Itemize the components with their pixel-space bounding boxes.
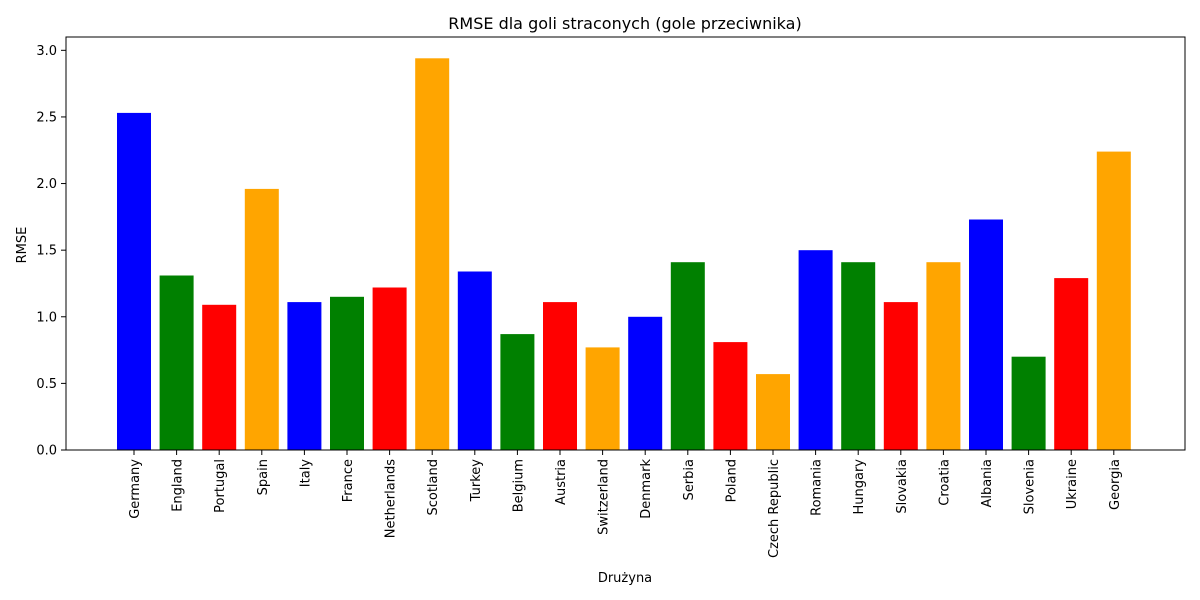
bar-turkey [457,271,492,450]
y-tick-label: 2.5 [36,110,57,125]
bar-belgium [500,334,535,450]
chart-title: RMSE dla goli straconych (gole przeciwni… [448,14,801,33]
x-tick-label: Portugal [213,459,228,513]
bar-spain [244,188,279,450]
x-tick-label: Germany [128,459,143,519]
x-tick-label: Georgia [1108,459,1123,510]
bar-italy [287,302,322,450]
x-tick-label: Scotland [426,459,441,516]
bar-france [330,296,364,450]
x-tick-label: Croatia [937,459,952,506]
bar-switzerland [585,347,620,450]
x-tick-label: Hungary [852,459,867,515]
bars-group [117,58,1131,451]
y-tick-label: 0.0 [36,444,57,459]
x-axis: Germany England Portugal Spain Italy France Ne… [128,450,1123,558]
y-tick-label: 0.5 [36,377,57,392]
bar-romania [798,250,833,450]
x-tick-label: Ukraine [1065,459,1080,509]
y-axis-label: RMSE [15,227,30,264]
x-tick-label: France [341,459,356,502]
bar-scotland [415,58,450,451]
bar-slovakia [883,302,918,450]
bar-netherlands [372,287,407,450]
bar-croatia [926,262,961,450]
bar-serbia [670,262,705,450]
bar-england [159,275,194,450]
x-tick-label: Romania [810,459,825,516]
y-tick-label: 1.0 [36,310,57,325]
y-tick-label: 1.5 [36,244,57,259]
x-tick-label: Albania [980,459,995,508]
bar-austria [543,302,577,450]
x-tick-label: Netherlands [384,459,399,538]
plot-frame [65,36,1186,451]
x-axis-label: Drużyna [598,571,652,586]
x-tick-label: Poland [724,459,739,502]
x-tick-label: England [171,459,186,512]
x-tick-label: Czech Republic [767,459,782,558]
y-tick-label: 2.0 [36,177,57,192]
x-tick-label: Spain [256,459,271,495]
bar-denmark [628,316,663,450]
x-tick-label: Slovakia [895,459,910,514]
x-tick-label: Italy [298,459,313,488]
bar-georgia [1096,151,1131,450]
bar-czech-republic [756,374,790,450]
bar-ukraine [1054,278,1089,450]
y-tick-label: 3.0 [36,44,57,59]
y-axis: 0.0 0.5 1.0 1.5 2.0 2.5 3.0 [36,44,66,459]
x-tick-label: Switzerland [597,459,612,535]
bar-slovenia [1011,356,1046,450]
bar-portugal [202,304,237,450]
bar-germany [117,112,151,451]
x-tick-label: Turkey [469,459,484,503]
x-tick-label: Belgium [511,459,526,512]
bar-poland [713,342,748,450]
x-tick-label: Austria [554,459,569,505]
bar-albania [969,219,1003,450]
x-tick-label: Slovenia [1023,459,1038,514]
x-tick-label: Denmark [639,459,654,519]
bar-hungary [841,262,876,450]
x-tick-label: Serbia [682,459,697,500]
